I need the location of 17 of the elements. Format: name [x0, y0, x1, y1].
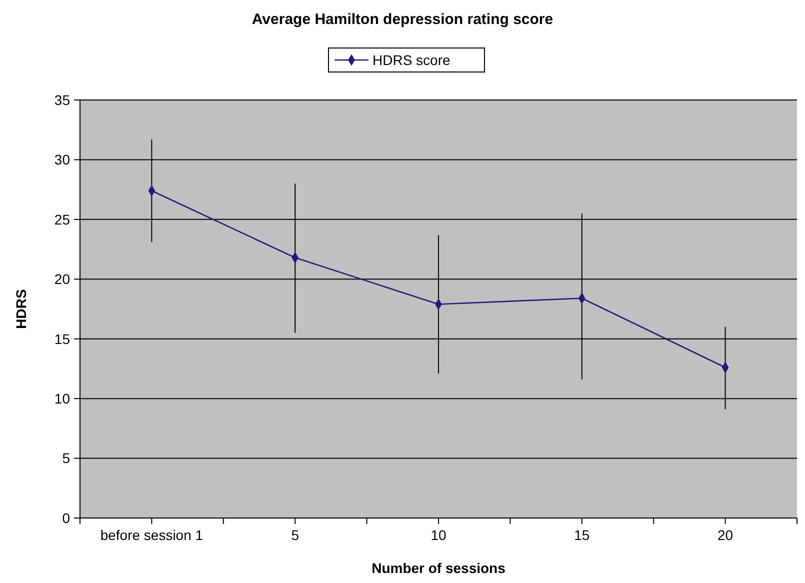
- y-tick-label: 5: [62, 450, 70, 466]
- y-tick-label: 10: [54, 390, 70, 406]
- y-tick-label: 30: [54, 152, 70, 168]
- x-tick-label: 20: [718, 527, 734, 543]
- legend-label: HDRS score: [372, 52, 451, 68]
- x-tick-label: 5: [291, 527, 300, 543]
- x-tick-label: before session 1: [100, 527, 204, 543]
- y-tick-label: 25: [54, 211, 70, 228]
- x-tick-label: 15: [574, 527, 590, 543]
- y-tick-label: 35: [54, 92, 70, 108]
- chart-title: Average Hamilton depression rating score: [252, 11, 554, 28]
- y-tick-label: 0: [62, 510, 70, 526]
- y-axis-title: HDRS: [13, 289, 29, 329]
- x-axis-title: Number of sessions: [372, 560, 506, 576]
- x-tick-label: 10: [430, 527, 446, 543]
- y-tick-label: 15: [54, 330, 70, 347]
- y-tick-label: 20: [54, 271, 70, 288]
